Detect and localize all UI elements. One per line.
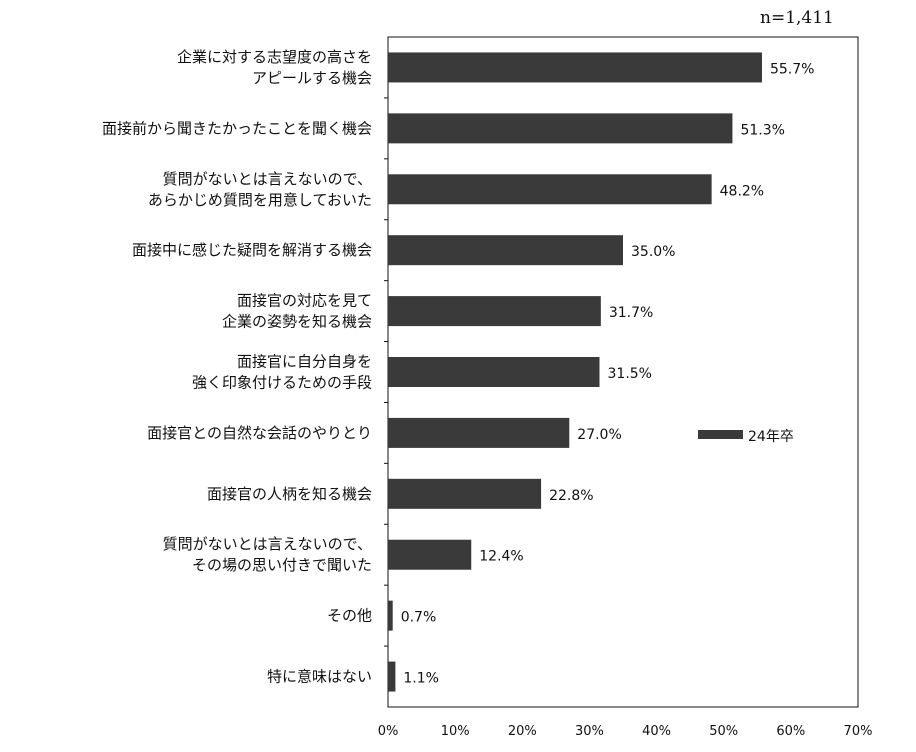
bar (388, 539, 472, 570)
bar (388, 235, 623, 266)
value-labels: 55.7% 51.3% 48.2% 35.0% 31.7% 31.5% 27.0% 22.8%… (401, 61, 815, 686)
category-label: 面接官との自然な会話のやりとり (147, 424, 372, 442)
category-label-line: その他 (327, 607, 372, 625)
value-label: 31.5% (608, 366, 652, 382)
category-label-line: 面接前から聞きたかったことを聞く機会 (102, 119, 372, 137)
category-label: 企業に対する志望度の高さをアピールする機会 (177, 48, 372, 87)
sample-size-note: n=1,411 (760, 8, 834, 28)
value-label: 22.8% (549, 488, 593, 504)
bar (388, 296, 601, 327)
category-label-line: 質問がないとは言えないので、 (163, 170, 372, 188)
bar (388, 600, 393, 631)
x-tick-label: 40% (642, 724, 671, 739)
category-label: 質問がないとは言えないので、その場の思い付きで聞いた (163, 535, 372, 574)
value-label: 27.0% (577, 427, 621, 443)
legend-swatch (698, 430, 743, 439)
x-tick-label: 10% (441, 724, 470, 739)
bars-group (388, 52, 762, 692)
bar (388, 417, 570, 448)
bar (388, 174, 712, 205)
category-label-line: 企業に対する志望度の高さを (177, 48, 372, 66)
bar (388, 357, 600, 387)
legend-label: 24年卒 (748, 429, 794, 445)
category-label-line: 面接中に感じた疑問を解消する機会 (132, 241, 372, 259)
x-tick-label: 0% (378, 724, 399, 739)
value-label: 12.4% (479, 549, 523, 565)
category-label: 特に意味はない (267, 668, 372, 686)
x-tick-label: 60% (776, 724, 805, 739)
value-label: 31.7% (609, 305, 653, 321)
category-label-line: 面接官に自分自身を (237, 353, 372, 371)
bar (388, 661, 396, 692)
category-label: 面接中に感じた疑問を解消する機会 (132, 241, 372, 259)
value-label: 55.7% (770, 61, 814, 77)
category-label-line: 質問がないとは言えないので、 (163, 535, 372, 553)
category-labels: 企業に対する志望度の高さをアピールする機会面接前から聞きたかったことを聞く機会質… (102, 48, 372, 686)
category-label-line: その場の思い付きで聞いた (192, 556, 372, 574)
bar (388, 478, 542, 509)
category-label-line: あらかじめ質問を用意しておいた (148, 191, 372, 209)
category-label-line: 特に意味はない (267, 668, 372, 686)
category-label: 面接官の人柄を知る機会 (207, 485, 372, 503)
value-label: 0.7% (401, 610, 437, 626)
value-label: 48.2% (720, 183, 764, 199)
category-label: その他 (327, 607, 372, 625)
value-label: 1.1% (403, 671, 439, 687)
bar (388, 52, 762, 83)
category-label-line: 面接官の人柄を知る機会 (207, 485, 372, 503)
x-tick-label: 30% (575, 724, 604, 739)
value-label: 35.0% (631, 244, 675, 260)
category-label: 質問がないとは言えないので、あらかじめ質問を用意しておいた (148, 170, 372, 209)
category-label-line: 強く印象付けるための手段 (192, 374, 372, 392)
category-label: 面接官に自分自身を強く印象付けるための手段 (192, 353, 372, 392)
category-label-line: 企業の姿勢を知る機会 (222, 313, 372, 331)
category-label-line: アピールする機会 (252, 69, 372, 87)
category-axis-ticks (384, 97, 388, 647)
x-tick-label: 50% (709, 724, 738, 739)
category-label: 面接前から聞きたかったことを聞く機会 (102, 119, 372, 137)
category-label-line: 面接官との自然な会話のやりとり (147, 424, 372, 442)
value-label: 51.3% (740, 122, 784, 138)
category-label: 面接官の対応を見て企業の姿勢を知る機会 (222, 292, 372, 331)
legend: 24年卒 (698, 429, 794, 445)
category-label-line: 面接官の対応を見て (237, 292, 372, 310)
x-axis-tick-labels: 0% 10% 20% 30% 40% 50% 60% 70% (378, 724, 873, 739)
x-tick-label: 70% (844, 724, 873, 739)
bar (388, 113, 733, 144)
x-tick-label: 20% (508, 724, 537, 739)
